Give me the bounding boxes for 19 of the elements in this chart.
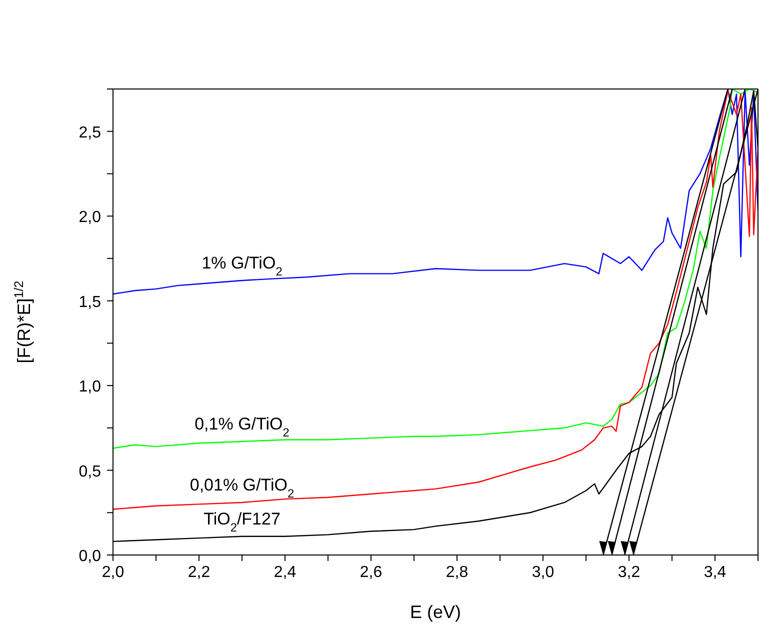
x-tick-label: 2,0	[102, 564, 124, 581]
series-label: 0,01% G/TiO$_{2}$	[190, 475, 295, 500]
x-tick-label: 2,4	[274, 564, 296, 581]
x-tick-label: 3,4	[704, 564, 726, 581]
x-tick-label: 2,6	[360, 564, 382, 581]
y-tick-label: 0,5	[78, 463, 102, 480]
series-label: TiO$_{2}$/F127	[204, 509, 280, 534]
x-tick-label: 2,2	[188, 564, 210, 581]
series-label: 1% G/TiO$_{2}$	[202, 253, 283, 278]
x-tick-label: 3,2	[618, 564, 640, 581]
y-tick-label: 1,5	[78, 294, 102, 311]
y-tick-label: 2,5	[78, 124, 102, 142]
y-tick-label: 1,0	[78, 378, 102, 396]
series-label: 0,1% G/TiO$_{2}$	[194, 414, 290, 440]
x-tick-label: 3,0	[532, 564, 554, 581]
y-tick-label: 0,0	[78, 548, 102, 565]
x-axis-title: E (eV)	[410, 602, 462, 622]
y-tick-label: 2,0	[78, 209, 102, 226]
x-tick-label: 2,8	[446, 564, 468, 581]
